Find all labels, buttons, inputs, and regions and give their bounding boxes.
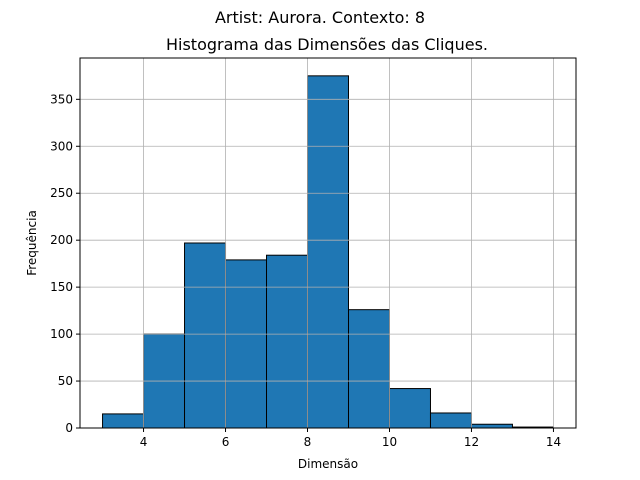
histogram-bar-8: [429, 412, 472, 429]
histogram-bar-7: [388, 388, 431, 429]
x-tick-label: 8: [304, 435, 312, 449]
x-tick-label: 4: [140, 435, 148, 449]
histogram-bar-3: [225, 259, 268, 429]
y-tick-label: 0: [65, 421, 73, 435]
chart-subtitle: Histograma das Dimensões das Cliques.: [166, 35, 488, 54]
chart-title: Artist: Aurora. Contexto: 8: [215, 8, 425, 27]
y-tick-label: 200: [50, 233, 73, 247]
histogram-bar-6: [347, 309, 390, 429]
y-tick-label: 300: [50, 139, 73, 153]
x-axis-label: Dimensão: [298, 457, 358, 471]
histogram-bar-9: [470, 423, 513, 429]
histogram-bar-2: [184, 242, 227, 429]
x-tick-label: 12: [464, 435, 479, 449]
plot-frame: [79, 57, 577, 429]
y-tick-label: 100: [50, 327, 73, 341]
bars: [102, 75, 554, 429]
x-axis-ticks: 4 6 8 10 12 14: [140, 428, 561, 449]
x-tick-label: 6: [222, 435, 230, 449]
histogram-bar-0: [102, 413, 145, 429]
histogram-bar-5: [307, 75, 349, 429]
y-tick-label: 50: [58, 374, 73, 388]
y-axis-label: Frequência: [25, 210, 39, 276]
x-tick-label: 10: [382, 435, 397, 449]
y-tick-label: 150: [50, 280, 73, 294]
y-tick-label: 350: [50, 92, 73, 106]
y-axis-ticks: 0 50 100 150 200 250 300 350: [50, 92, 80, 435]
x-tick-label: 14: [546, 435, 561, 449]
y-tick-label: 250: [50, 186, 73, 200]
histogram-bar-4: [266, 254, 309, 429]
